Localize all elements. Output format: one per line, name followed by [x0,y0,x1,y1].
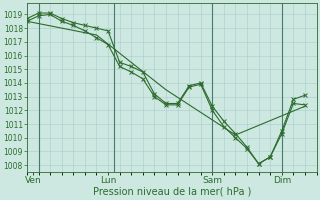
X-axis label: Pression niveau de la mer( hPa ): Pression niveau de la mer( hPa ) [92,187,251,197]
